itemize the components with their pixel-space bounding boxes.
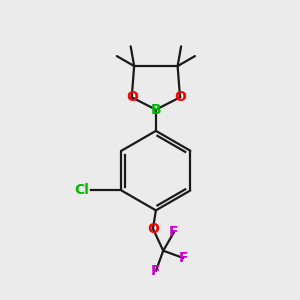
- Text: F: F: [169, 225, 178, 239]
- Text: O: O: [126, 90, 138, 104]
- Text: O: O: [174, 90, 186, 104]
- Text: B: B: [151, 103, 161, 117]
- Text: F: F: [178, 251, 188, 265]
- Text: Cl: Cl: [74, 184, 89, 197]
- Text: O: O: [147, 222, 159, 236]
- Text: F: F: [151, 264, 161, 278]
